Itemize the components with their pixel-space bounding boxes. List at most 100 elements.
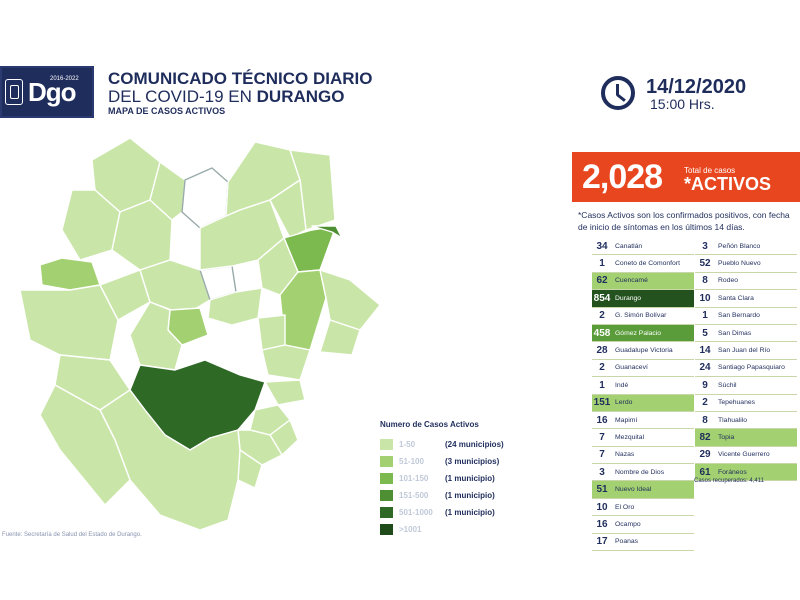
report-title: COMUNICADO TÉCNICO DIARIO bbox=[108, 69, 373, 88]
case-count: 10 bbox=[699, 292, 711, 304]
municipio-name: Mapimí bbox=[615, 416, 638, 424]
case-count: 1 bbox=[599, 379, 605, 391]
table-row: 16 Mapimí bbox=[592, 411, 694, 430]
municipio-name: Topia bbox=[718, 433, 735, 441]
table-row: 34 Canatlán bbox=[592, 238, 694, 256]
table-row: 151 Lerdo bbox=[592, 394, 694, 412]
case-count: 14 bbox=[699, 345, 711, 357]
table-row: 2 Guanaceví bbox=[592, 359, 694, 378]
case-count: 854 bbox=[593, 292, 611, 304]
municipio-name: San Dimas bbox=[718, 329, 752, 337]
table-row: 854 Durango bbox=[592, 290, 694, 308]
municipio-name: Nombre de Dios bbox=[615, 468, 665, 476]
table-row: 3 Nombre de Dios bbox=[592, 464, 694, 482]
table-row: 3 Peñón Blanco bbox=[695, 238, 797, 256]
table-row: 16 Ocampo bbox=[592, 516, 694, 534]
case-count: 2 bbox=[599, 362, 605, 374]
legend-title: Numero de Casos Activos bbox=[380, 420, 479, 429]
case-count: 51 bbox=[596, 484, 608, 496]
map-region-guadalupe-victoria bbox=[261, 344, 311, 381]
municipios-table-right: 3 Peñón Blanco 52 Pueblo Nuevo 8 Rodeo 10 Santa… bbox=[695, 238, 797, 482]
municipio-name: San Juan del Río bbox=[718, 347, 771, 355]
recovered-footnote: Casos recuperados: 4,411 bbox=[694, 478, 764, 484]
municipio-name: Mezquital bbox=[615, 433, 645, 441]
table-row: 7 Nazas bbox=[592, 446, 694, 465]
legend-item: 101-150 (1 municipio) bbox=[380, 470, 504, 487]
table-row: 51 Nuevo Ideal bbox=[592, 481, 694, 499]
table-row: 458 Gómez Palacio bbox=[592, 324, 694, 343]
municipio-name: Lerdo bbox=[615, 399, 633, 407]
municipio-name: Tepehuanes bbox=[718, 399, 756, 407]
table-row: 7 Mezquital bbox=[592, 429, 694, 447]
municipio-name: Guadalupe Victoria bbox=[615, 347, 673, 355]
legend-range: 151-500 bbox=[399, 491, 429, 500]
municipio-name: Coneto de Comonfort bbox=[615, 260, 680, 268]
legend-item: 501-1000 (1 municipio) bbox=[380, 504, 504, 521]
total-sublabel: *ACTIVOS bbox=[684, 174, 772, 194]
case-count: 8 bbox=[702, 414, 708, 426]
case-count: 28 bbox=[596, 345, 608, 357]
municipio-name: Santiago Papasquiaro bbox=[718, 364, 785, 372]
table-row: 52 Pueblo Nuevo bbox=[695, 255, 797, 273]
municipio-name: Indé bbox=[615, 381, 629, 389]
municipio-name: G. Simón Bolívar bbox=[615, 312, 667, 320]
table-row: 28 Guadalupe Victoria bbox=[592, 342, 694, 360]
municipio-name: Gómez Palacio bbox=[615, 329, 662, 337]
case-count: 2 bbox=[702, 397, 708, 409]
case-count: 16 bbox=[596, 414, 608, 426]
map-region-santa-clara bbox=[319, 319, 361, 356]
map-region-panuco bbox=[264, 379, 306, 406]
municipio-name: Vicente Guerrero bbox=[718, 451, 770, 459]
legend-item: 1-50 (24 municipios) bbox=[380, 436, 504, 453]
municipio-name: Guanaceví bbox=[615, 364, 648, 372]
case-count: 16 bbox=[596, 518, 608, 530]
case-count: 82 bbox=[699, 431, 711, 443]
legend-item: >1001 bbox=[380, 521, 504, 538]
legend-swatch bbox=[380, 456, 393, 467]
case-count: 5 bbox=[702, 327, 708, 339]
legend-label: (3 municipios) bbox=[445, 457, 500, 466]
table-row: 10 El Oro bbox=[592, 498, 694, 517]
map-legend: 1-50 (24 municipios) 51-100 (3 municipios) 1… bbox=[380, 436, 504, 538]
case-count: 2 bbox=[599, 310, 605, 322]
municipio-name: Peñón Blanco bbox=[718, 242, 761, 250]
case-count: 17 bbox=[596, 536, 608, 548]
table-row: 9 Súchil bbox=[695, 377, 797, 395]
case-count: 29 bbox=[699, 449, 711, 461]
case-count: 7 bbox=[599, 431, 605, 443]
municipio-name: Durango bbox=[615, 294, 642, 302]
municipio-name: San Bernardo bbox=[718, 312, 760, 320]
municipio-name: Cuencamé bbox=[615, 277, 648, 285]
logo-text: Dgo bbox=[28, 77, 77, 107]
municipio-name: Canatlán bbox=[615, 242, 643, 250]
municipio-name: Foráneos bbox=[718, 468, 747, 476]
table-row: 1 Indé bbox=[592, 377, 694, 395]
municipio-name: Pueblo Nuevo bbox=[718, 260, 761, 268]
table-row: 29 Vicente Guerrero bbox=[695, 446, 797, 465]
map-region-lerdo bbox=[311, 225, 343, 239]
case-count: 52 bbox=[699, 258, 711, 270]
map-region-penon-blanco bbox=[257, 314, 286, 351]
case-count: 1 bbox=[599, 258, 605, 270]
durango-map bbox=[19, 137, 381, 531]
municipio-name: Ocampo bbox=[615, 520, 641, 528]
legend-swatch bbox=[380, 524, 393, 535]
table-row: 2 Tepehuanes bbox=[695, 394, 797, 412]
table-row: 82 Topia bbox=[695, 429, 797, 447]
case-count: 458 bbox=[593, 327, 611, 339]
municipios-table-left: 34 Canatlán 1 Coneto de Comonfort 62 Cuencamé… bbox=[592, 238, 694, 552]
map-region-pueblo-nuevo bbox=[39, 384, 131, 506]
map-region-mapimi bbox=[289, 149, 336, 231]
table-row: 8 Rodeo bbox=[695, 272, 797, 291]
municipio-name: El Oro bbox=[615, 503, 635, 511]
municipio-name: Santa Clara bbox=[718, 294, 754, 302]
legend-range: >1001 bbox=[399, 525, 422, 534]
table-row: 61 Foráneos bbox=[695, 464, 797, 482]
report-date: 14/12/2020 bbox=[646, 76, 747, 98]
legend-range: 51-100 bbox=[399, 457, 424, 466]
table-row: 2 G. Simón Bolívar bbox=[592, 307, 694, 325]
legend-item: 51-100 (3 municipios) bbox=[380, 453, 504, 470]
case-count: 3 bbox=[702, 240, 708, 252]
title-state: DURANGO bbox=[256, 87, 345, 106]
source-note: Fuente: Secretaría de Salud del Estado d… bbox=[2, 532, 142, 538]
